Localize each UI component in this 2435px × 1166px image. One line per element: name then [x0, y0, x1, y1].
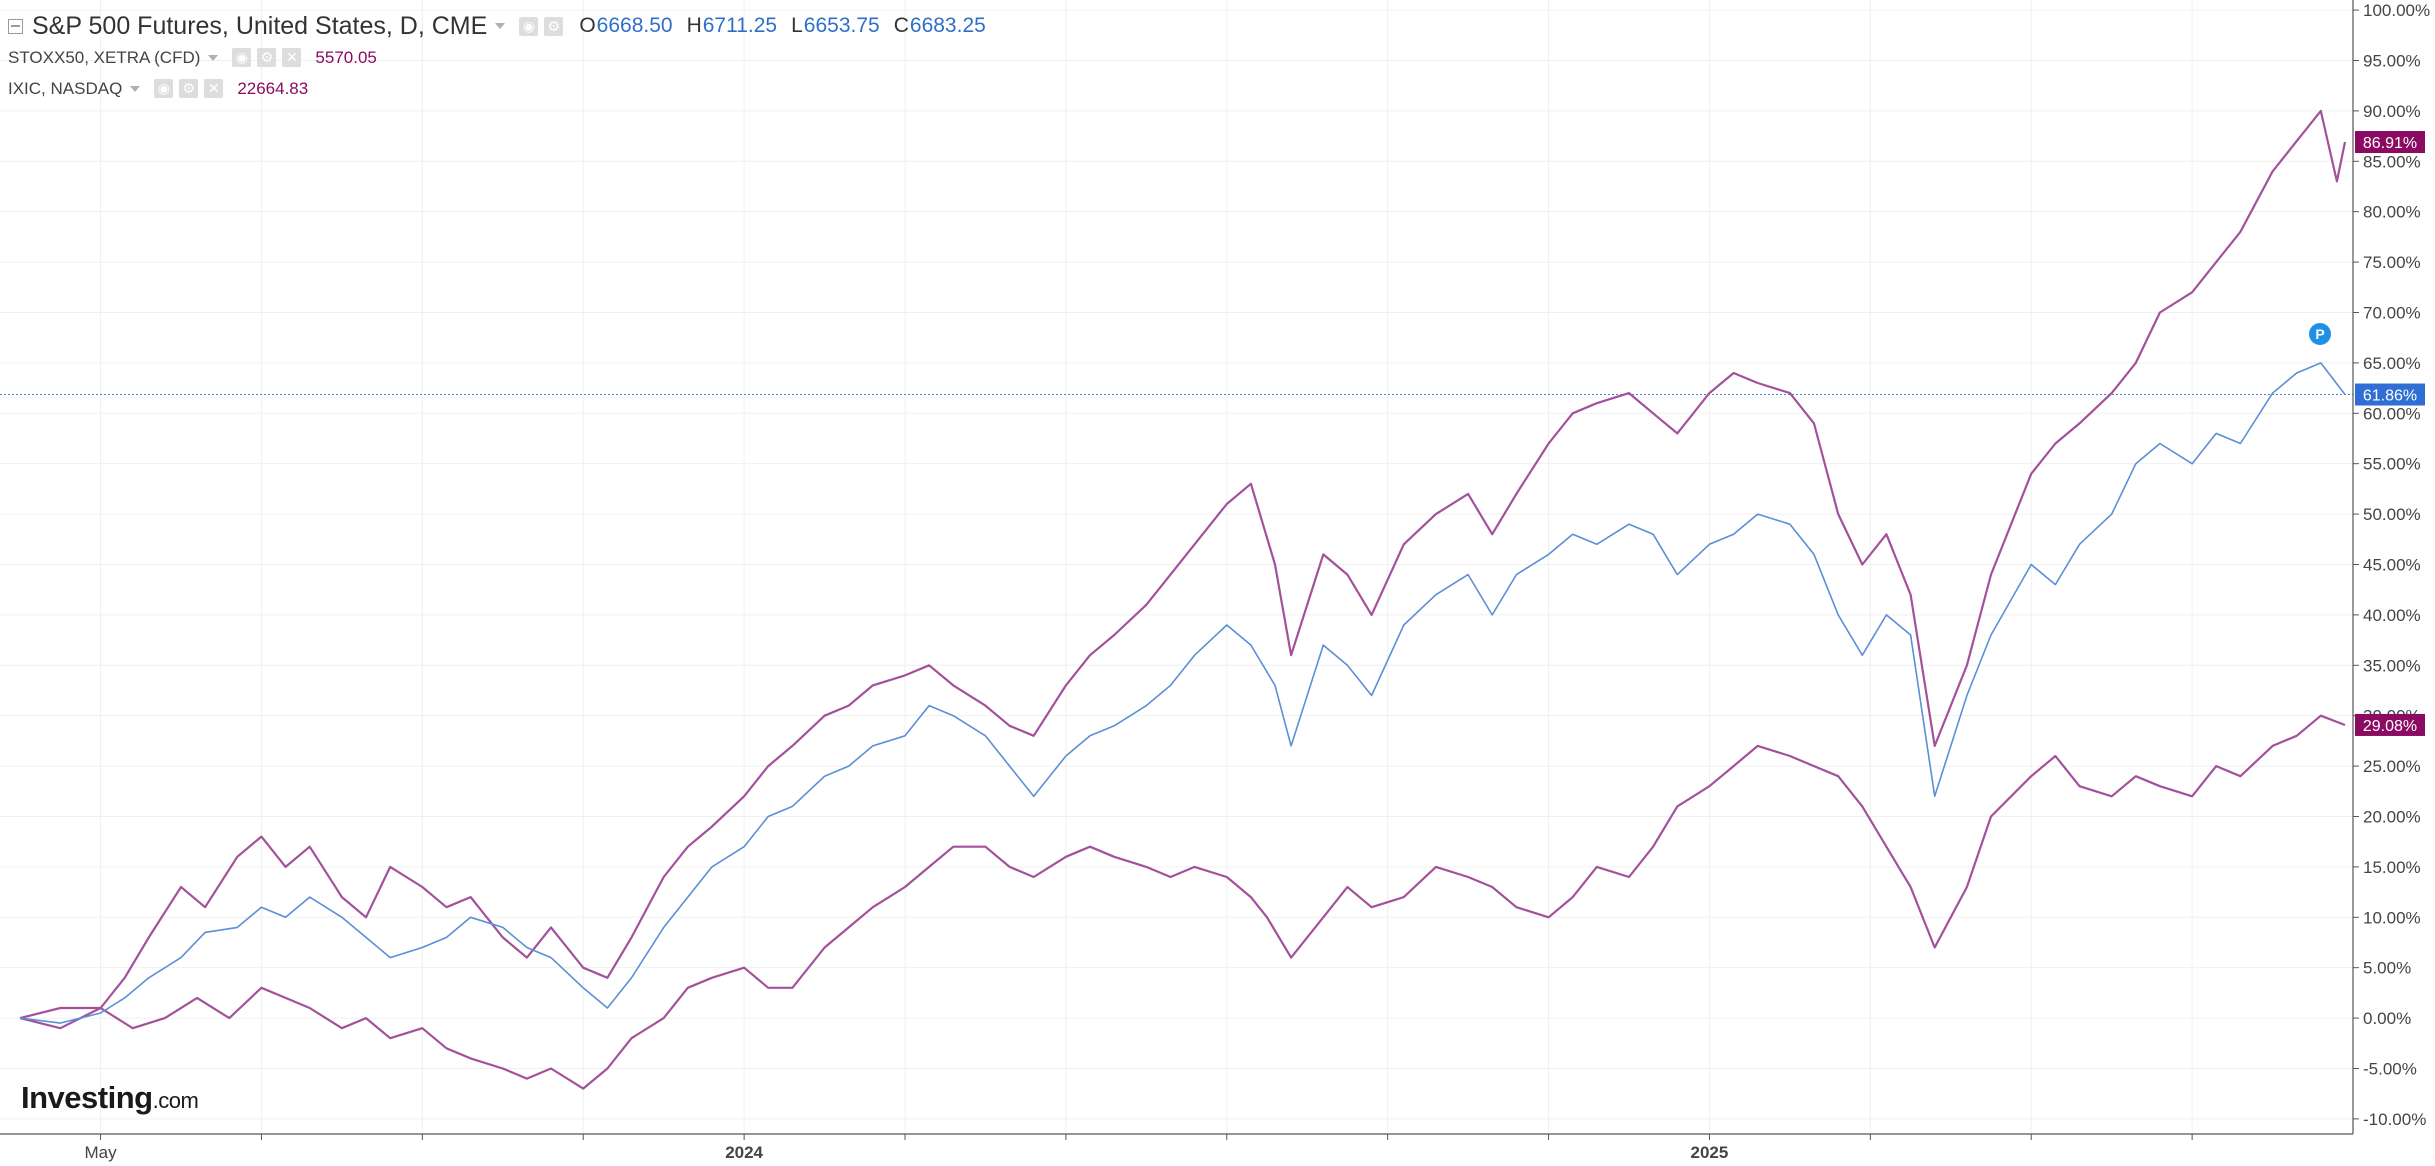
y-tick-label: 60.00%: [2363, 404, 2421, 423]
last-value-badges: 61.86% 29.08% 86.91%: [2355, 131, 2425, 736]
legend: S&P 500 Futures, United States, D, CME ◉…: [8, 10, 1000, 104]
chevron-down-icon[interactable]: [130, 85, 141, 92]
open-value: 6668.50: [596, 14, 673, 37]
high-key: H: [686, 14, 702, 37]
close-key: C: [893, 14, 909, 37]
legend-sub-value: 5570.05: [315, 47, 377, 67]
last-value-badge-label: 29.08%: [2363, 718, 2417, 735]
y-tick-label: 5.00%: [2363, 959, 2411, 978]
low-key: L: [791, 14, 803, 37]
y-tick-label: 75.00%: [2363, 253, 2421, 272]
grid: [0, 0, 2353, 1134]
investing-logo: Investing.com: [21, 1080, 199, 1116]
low-value: 6653.75: [803, 14, 880, 37]
collapse-toggle-icon[interactable]: [8, 18, 23, 34]
last-value-badge-bg: [2355, 131, 2425, 154]
y-tick-label: 90.00%: [2363, 102, 2421, 121]
y-tick-label: 65.00%: [2363, 354, 2421, 373]
ohlc-values: O 6668.50 H 6711.25 L 6653.75 C 6683.25: [579, 14, 1000, 38]
y-tick-label: 0.00%: [2363, 1009, 2411, 1028]
y-tick-label: 45.00%: [2363, 555, 2421, 574]
y-tick-label: 95.00%: [2363, 51, 2421, 70]
last-value-badge-label: 61.86%: [2363, 388, 2417, 405]
series-line-ixic: [19, 109, 2347, 1030]
event-marker-icon[interactable]: P: [2309, 323, 2331, 345]
visibility-icon[interactable]: ◉: [154, 79, 174, 98]
legend-sub-value: 22664.83: [237, 78, 309, 98]
gear-icon[interactable]: ⚙: [179, 79, 199, 98]
y-tick-label: 25.00%: [2363, 757, 2421, 776]
legend-sub-row-stoxx50: STOXX50, XETRA (CFD) ◉ ⚙ ✕ 5570.05: [8, 42, 1000, 73]
series-line-sp500: [20, 362, 2346, 1024]
gear-icon[interactable]: ⚙: [257, 48, 277, 67]
y-tick-label: 70.00%: [2363, 303, 2421, 322]
close-value: 6683.25: [909, 14, 986, 37]
high-value: 6711.25: [702, 14, 778, 37]
y-tick-label: -10.00%: [2363, 1110, 2426, 1129]
y-tick-label: 50.00%: [2363, 505, 2421, 524]
logo-main: Investing: [21, 1080, 153, 1115]
visibility-icon[interactable]: ◉: [519, 16, 539, 36]
y-tick-label: 10.00%: [2363, 908, 2421, 927]
series-line-stoxx50: [19, 714, 2346, 1090]
x-tick-label: 2024: [725, 1143, 763, 1162]
last-value-badge-bg: [2355, 713, 2425, 736]
y-tick-label: 35.00%: [2363, 656, 2421, 675]
y-tick-label: 20.00%: [2363, 807, 2421, 826]
series-group: [19, 109, 2347, 1090]
gear-icon[interactable]: ⚙: [544, 16, 564, 36]
last-value-badge-bg: [2355, 383, 2425, 406]
y-tick-label: -5.00%: [2363, 1059, 2417, 1078]
legend-sub-row-ixic: IXIC, NASDAQ ◉ ⚙ ✕ 22664.83: [8, 73, 1000, 104]
y-tick-label: 100.00%: [2363, 1, 2430, 20]
close-icon[interactable]: ✕: [282, 48, 302, 67]
chevron-down-icon[interactable]: [495, 23, 506, 29]
x-tick-label: May: [84, 1143, 117, 1162]
legend-main-row: S&P 500 Futures, United States, D, CME ◉…: [8, 10, 1000, 42]
visibility-icon[interactable]: ◉: [232, 48, 252, 67]
y-tick-label: 55.00%: [2363, 455, 2421, 474]
y-tick-label: 80.00%: [2363, 203, 2421, 222]
legend-sub-name[interactable]: IXIC, NASDAQ: [8, 78, 123, 98]
y-tick-label: 85.00%: [2363, 152, 2421, 171]
last-value-badge-label: 86.91%: [2363, 135, 2417, 152]
legend-sub-name[interactable]: STOXX50, XETRA (CFD): [8, 47, 201, 67]
x-tick-label: 2025: [1691, 1143, 1729, 1162]
legend-main-name[interactable]: S&P 500 Futures, United States, D, CME: [32, 11, 488, 40]
logo-suffix: .com: [152, 1088, 199, 1113]
y-tick-label: 40.00%: [2363, 606, 2421, 625]
chevron-down-icon[interactable]: [208, 54, 219, 61]
close-icon[interactable]: ✕: [204, 79, 224, 98]
open-key: O: [579, 14, 596, 37]
y-tick-label: 15.00%: [2363, 858, 2421, 877]
